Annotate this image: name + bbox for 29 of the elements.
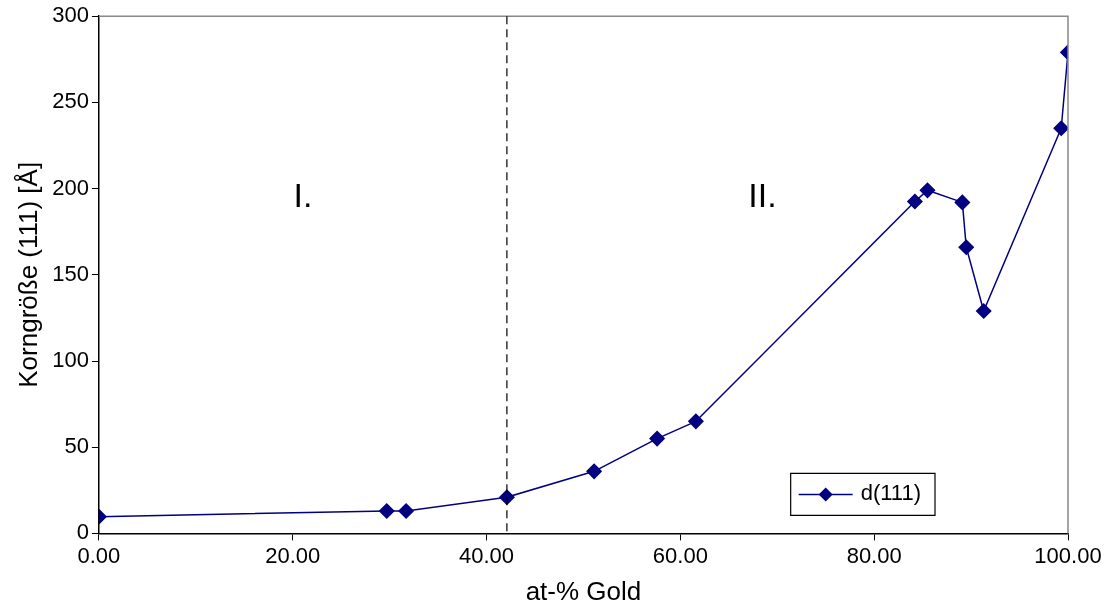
x-tick-label: 100.00: [1034, 542, 1102, 568]
annotation: II.: [748, 175, 777, 214]
legend-label: d(111): [860, 480, 921, 506]
point: [907, 193, 923, 210]
point: [649, 430, 665, 447]
point: [958, 239, 974, 255]
y-axis-title: Korngröße (111) [Å]: [12, 161, 43, 388]
x-tick-label: 0.00: [77, 542, 121, 568]
x-tick-label: 40.00: [459, 542, 515, 568]
x-tick-label: 60.00: [652, 542, 708, 568]
x-axis-title: at-% Gold: [525, 575, 642, 606]
y-tick-label: 250: [52, 88, 89, 114]
y-tick-label: 200: [52, 174, 89, 200]
point: [1053, 120, 1068, 137]
y-tick-label: 300: [52, 2, 89, 28]
point: [954, 194, 971, 211]
point: [398, 503, 414, 519]
point: [919, 182, 936, 199]
y-tick-label: 0: [76, 519, 89, 545]
point: [378, 503, 395, 519]
point: [688, 413, 704, 430]
point: [586, 463, 602, 480]
y-tick-label: 150: [52, 260, 89, 286]
y-tick-label: 100: [52, 347, 89, 373]
y-tick-label: 50: [64, 433, 89, 459]
annotation: I.: [293, 175, 313, 214]
x-tick-label: 20.00: [265, 542, 321, 568]
x-tick-label: 80.00: [846, 542, 902, 568]
point: [975, 303, 992, 319]
